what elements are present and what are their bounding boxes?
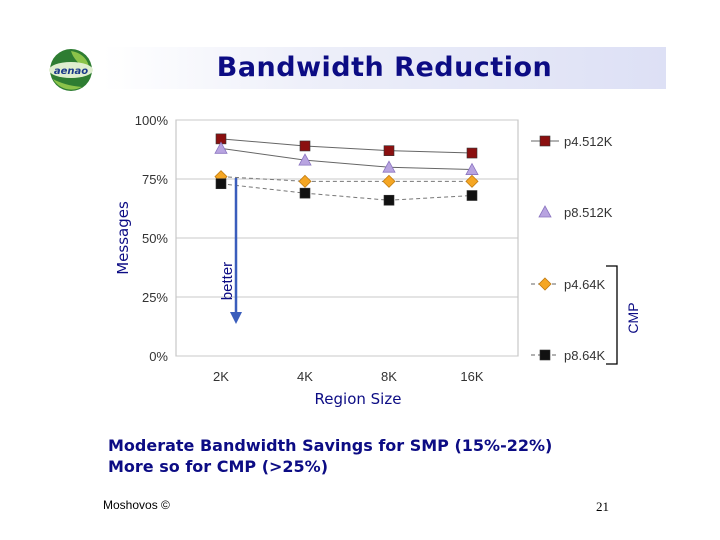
series-line-p4.64K: [220, 176, 472, 182]
data-point-p8.64K-8K: [383, 194, 395, 206]
data-point-p8.512K-8K: [382, 160, 396, 173]
data-point-p4.512K-16K: [466, 147, 478, 159]
slide-title: Bandwidth Reduction: [216, 52, 553, 83]
data-point-p8.512K-2K: [214, 141, 228, 154]
data-point-p4.512K-4K: [299, 140, 311, 152]
x-tick-label: 16K: [460, 369, 483, 384]
better-arrow-head: [230, 312, 242, 324]
y-tick-label: 75%: [142, 172, 168, 187]
legend-label-p8.64K: p8.64K: [564, 348, 606, 363]
data-point-p4.64K-4K: [298, 174, 312, 188]
legend-label-p8.512K: p8.512K: [564, 205, 613, 220]
cmp-bracket: [606, 265, 618, 365]
bullet-line-2: More so for CMP (>25%): [108, 457, 329, 476]
legend-marker-p8.64K: [539, 349, 551, 361]
data-point-p4.64K-8K: [382, 174, 396, 188]
bullet-line-1: Moderate Bandwidth Savings for SMP (15%-…: [108, 436, 553, 455]
better-label: better: [219, 262, 236, 300]
title-bar: [103, 47, 666, 89]
x-tick-label: 2K: [213, 369, 229, 384]
data-point-p8.512K-16K: [465, 162, 479, 175]
legend-marker-p8.512K: [538, 205, 552, 218]
x-axis-title: Region Size: [315, 390, 402, 408]
data-point-p4.512K-8K: [383, 145, 395, 156]
data-point-p8.64K-2K: [215, 178, 227, 190]
x-tick-label: 8K: [381, 369, 397, 384]
data-point-p8.64K-16K: [466, 190, 478, 201]
data-point-p8.64K-4K: [299, 187, 311, 199]
legend-label-p4.64K: p4.64K: [564, 277, 606, 292]
data-point-p4.64K-16K: [465, 174, 479, 188]
legend-marker-p4.512K: [539, 135, 551, 147]
x-tick-label: 4K: [297, 369, 313, 384]
logo-text: aenao: [54, 66, 88, 77]
y-tick-label: 25%: [142, 290, 168, 305]
cmp-label: CMP: [625, 302, 641, 333]
y-axis-title: Messages: [114, 201, 132, 275]
data-point-p8.512K-4K: [298, 153, 312, 166]
y-tick-label: 0%: [149, 349, 168, 364]
legend-marker-p4.64K: [538, 277, 552, 291]
aenao-logo: aenao: [49, 49, 93, 91]
y-tick-label: 100%: [135, 113, 169, 128]
legend-label-p4.512K: p4.512K: [564, 134, 613, 149]
footer-author: Moshovos ©: [103, 498, 170, 512]
page-number: 21: [596, 499, 609, 514]
series-line-p4.512K: [220, 138, 473, 154]
series-line-p8.64K: [220, 183, 473, 201]
series-line-p8.512K: [220, 147, 473, 171]
y-tick-label: 50%: [142, 231, 168, 246]
